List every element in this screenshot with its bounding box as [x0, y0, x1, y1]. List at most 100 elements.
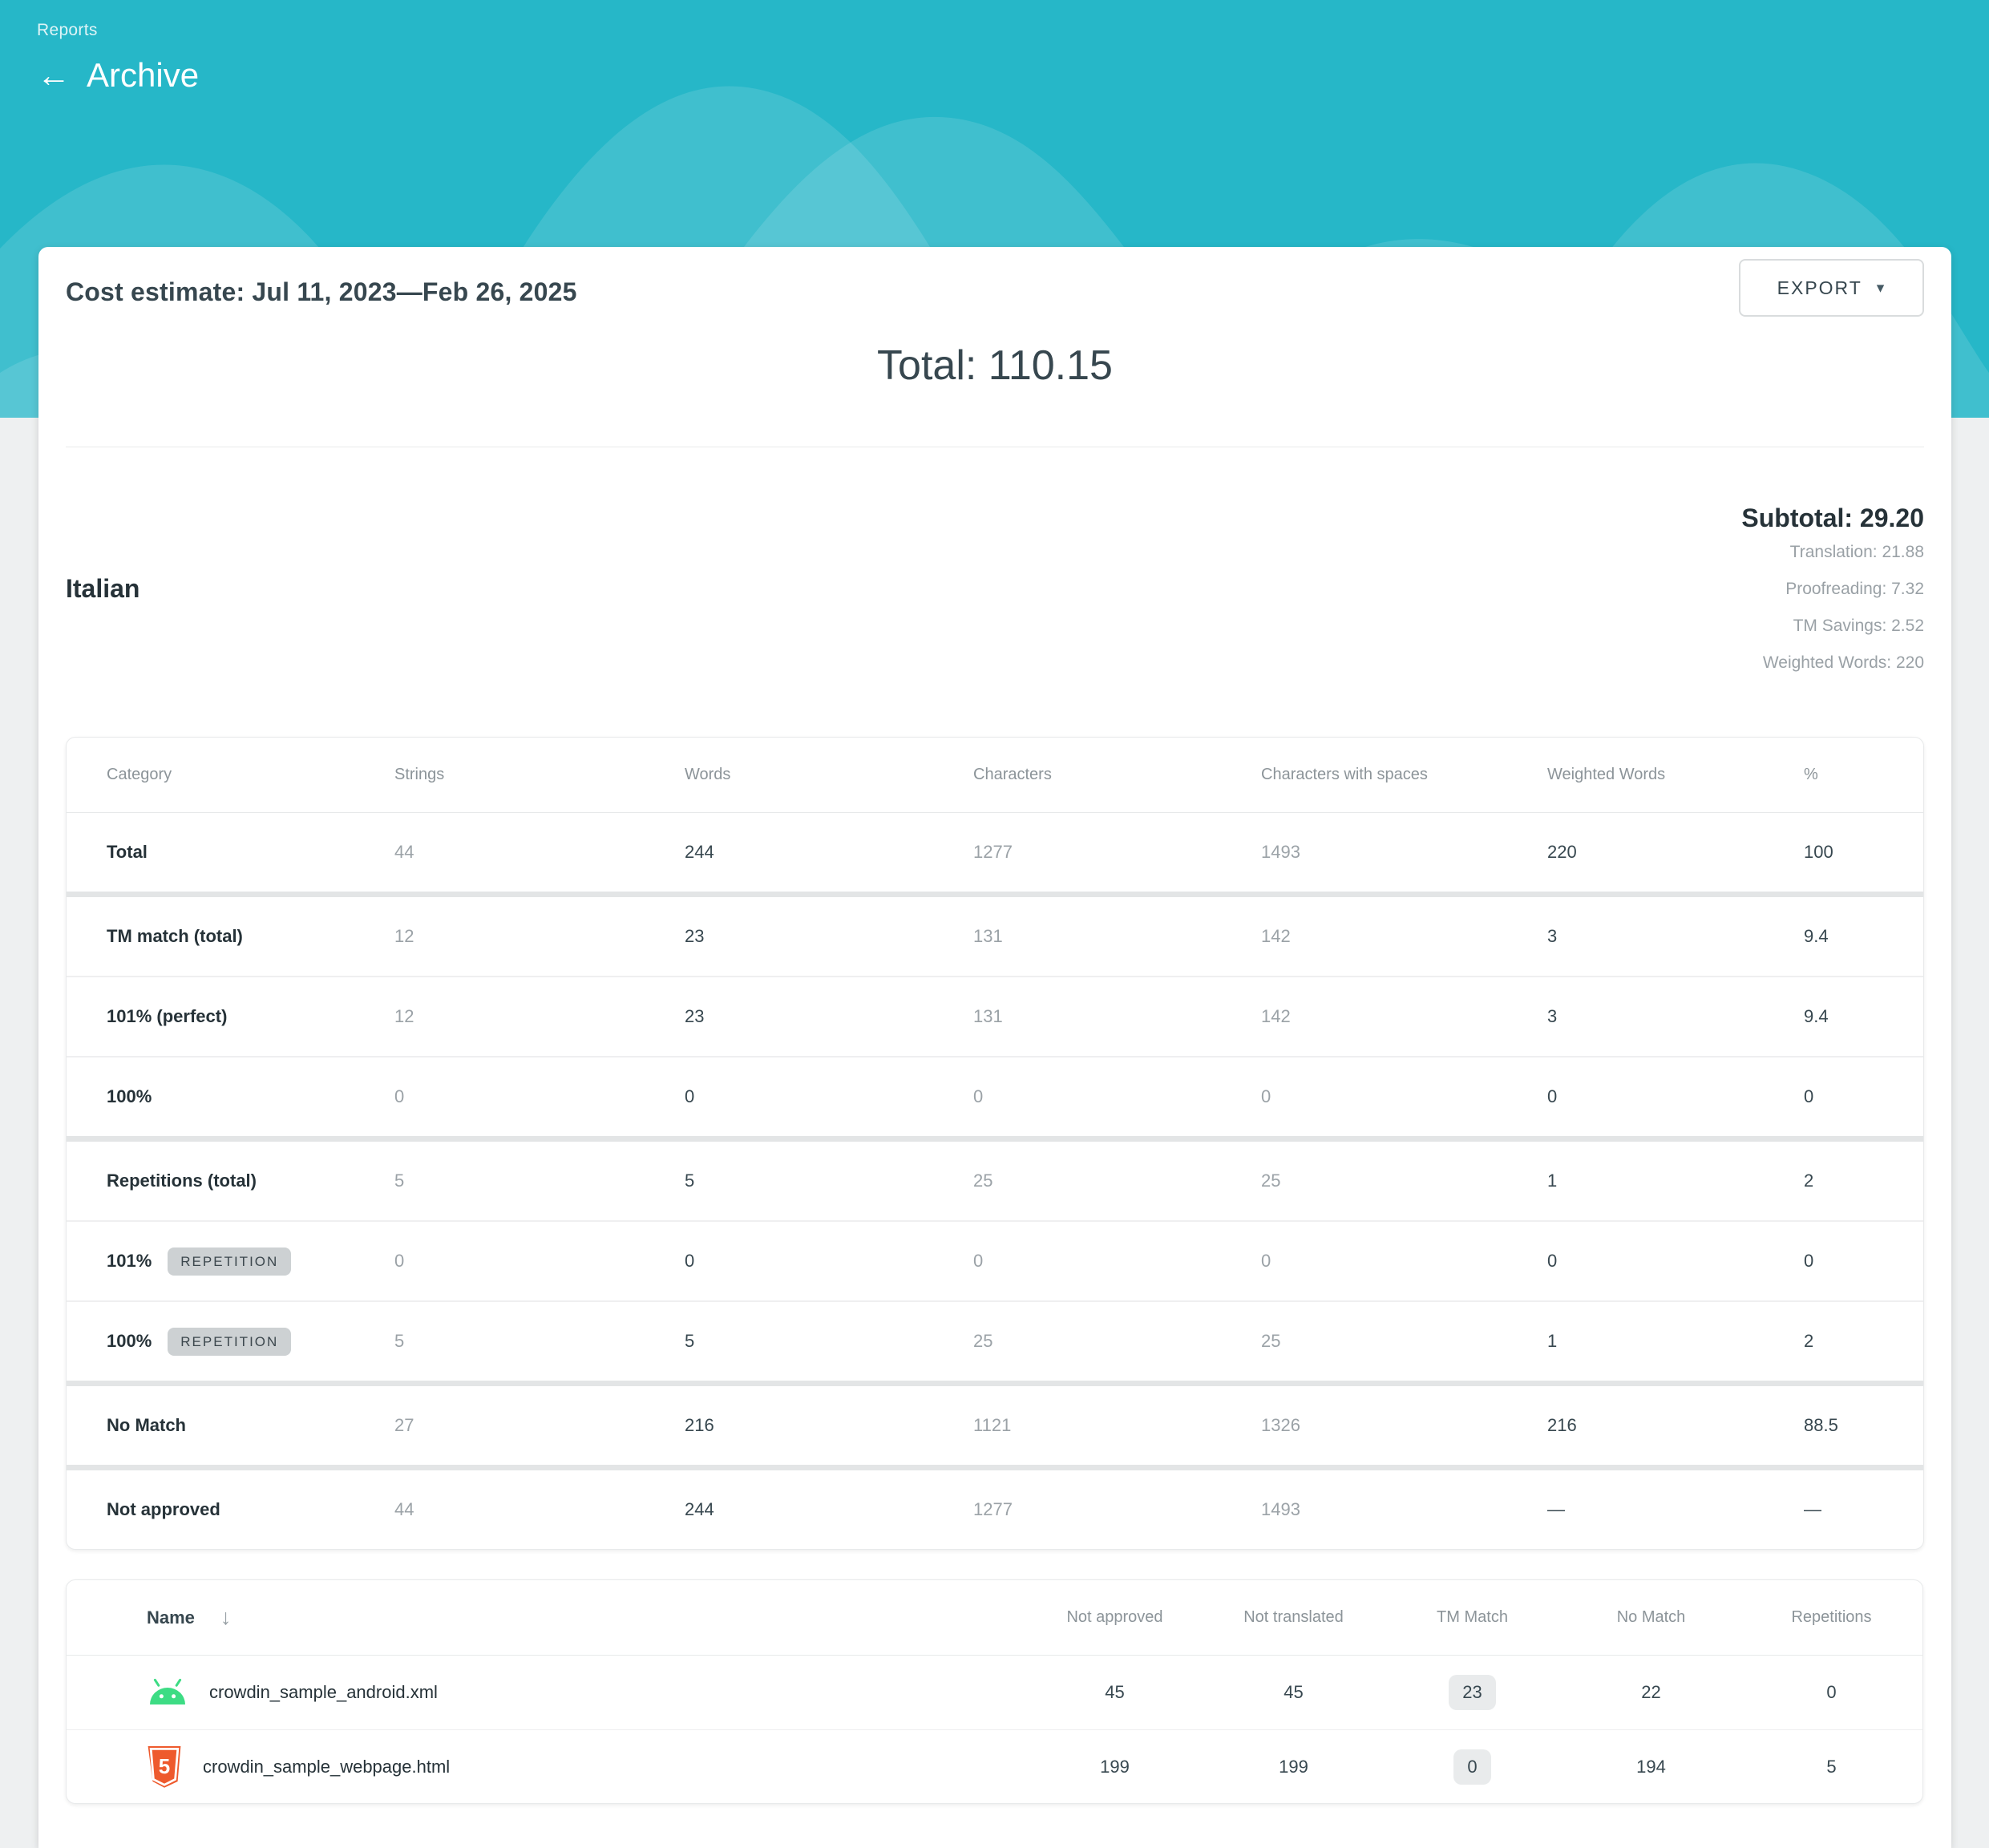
cell-repetitions: 0: [1826, 1682, 1837, 1702]
cell-characters: 1277: [973, 1499, 1013, 1519]
report-card: Cost estimate: Jul 11, 2023—Feb 26, 2025…: [38, 247, 1951, 1848]
cell-characters: 0: [973, 1251, 984, 1271]
android-icon: [147, 1678, 188, 1707]
group-divider: [67, 1136, 1923, 1142]
chevron-down-icon: ▾: [1876, 279, 1886, 297]
repetition-badge: REPETITION: [168, 1247, 292, 1276]
breadcrumb-reports[interactable]: Reports: [37, 21, 98, 39]
table-row: 101% (perfect) 12 23 131 142 3 9.4: [67, 977, 1923, 1056]
cell-weighted-words: —: [1547, 1499, 1565, 1519]
row-label: No Match: [107, 1415, 186, 1435]
row-label: 101% (perfect): [107, 1006, 228, 1026]
file-row: 5 crowdin_sample_webpage.html 199 199 0 …: [67, 1729, 1922, 1803]
cell-strings: 27: [394, 1415, 414, 1435]
cell-words: 244: [685, 842, 714, 862]
back-arrow-icon[interactable]: ←: [37, 56, 71, 94]
col-weighted-words: Weighted Words: [1547, 766, 1666, 783]
row-divider: [67, 1300, 1923, 1302]
cell-weighted-words: 0: [1547, 1251, 1558, 1271]
col-percent: %: [1804, 766, 1818, 783]
table-row: 100% 0 0 0 0 0 0: [67, 1057, 1923, 1136]
cell-repetitions: 5: [1826, 1756, 1837, 1777]
cell-weighted-words: 0: [1547, 1086, 1558, 1106]
cell-weighted-words: 3: [1547, 926, 1558, 946]
file-table: Name ↓ Not approved Not translated TM Ma…: [66, 1579, 1923, 1804]
cell-weighted-words: 1: [1547, 1171, 1558, 1191]
table-row: 100% REPETITION 5 5 25 25 1 2: [67, 1302, 1923, 1381]
subtotal-tm-savings: TM Savings: 2.52: [1793, 617, 1924, 635]
row-divider: [67, 1220, 1923, 1222]
col-name-sortable[interactable]: Name ↓: [67, 1605, 1025, 1630]
cell-strings: 5: [394, 1171, 405, 1191]
cell-strings: 44: [394, 842, 414, 862]
row-label: Total: [107, 842, 148, 862]
cell-percent: 88.5: [1804, 1415, 1838, 1435]
cell-strings: 5: [394, 1331, 405, 1351]
col-category: Category: [107, 766, 172, 783]
cell-strings: 12: [394, 1006, 414, 1026]
cell-not-translated: 45: [1284, 1682, 1304, 1702]
cell-weighted-words: 1: [1547, 1331, 1558, 1351]
file-link[interactable]: 5 crowdin_sample_webpage.html: [67, 1745, 1025, 1789]
row-label: TM match (total): [107, 926, 243, 946]
cell-characters: 131: [973, 1006, 1003, 1026]
cell-strings: 12: [394, 926, 414, 946]
subtotal-weighted-words: Weighted Words: 220: [1762, 653, 1924, 672]
subtotal-proofreading: Proofreading: 7.32: [1785, 580, 1924, 598]
cell-characters-spaces: 1326: [1261, 1415, 1300, 1435]
col-no-match: No Match: [1616, 1608, 1686, 1626]
cell-percent: 9.4: [1804, 1006, 1829, 1026]
repetition-badge: REPETITION: [168, 1327, 292, 1356]
file-name: crowdin_sample_webpage.html: [203, 1756, 451, 1777]
row-label: Repetitions (total): [107, 1171, 257, 1191]
grand-total: Total: 110.15: [877, 342, 1113, 389]
row-label: 100%: [107, 1331, 152, 1351]
col-repetitions: Repetitions: [1791, 1608, 1872, 1626]
cell-words: 244: [685, 1499, 714, 1519]
cell-characters: 25: [973, 1171, 993, 1191]
col-characters: Characters: [973, 766, 1052, 783]
cell-characters-spaces: 142: [1261, 1006, 1291, 1026]
cell-words: 5: [685, 1331, 695, 1351]
cell-characters: 0: [973, 1086, 984, 1106]
col-tm-match: TM Match: [1437, 1608, 1508, 1626]
file-table-header: Name ↓ Not approved Not translated TM Ma…: [67, 1580, 1922, 1656]
cell-characters-spaces: 1493: [1261, 1499, 1300, 1519]
cell-not-approved: 45: [1105, 1682, 1125, 1702]
cell-characters: 25: [973, 1331, 993, 1351]
cell-characters-spaces: 25: [1261, 1171, 1281, 1191]
cell-words: 216: [685, 1415, 714, 1435]
cell-characters: 131: [973, 926, 1003, 946]
tm-match-badge: 23: [1449, 1675, 1496, 1710]
cell-characters-spaces: 142: [1261, 926, 1291, 946]
cell-not-approved: 199: [1100, 1756, 1130, 1777]
tm-match-badge: 0: [1453, 1749, 1491, 1785]
category-table: Category Strings Words Characters Charac…: [66, 737, 1924, 1550]
cell-percent: 0: [1804, 1086, 1814, 1106]
svg-text:5: 5: [159, 1754, 170, 1778]
report-title: Cost estimate: Jul 11, 2023—Feb 26, 2025: [66, 277, 577, 306]
language-name: Italian: [66, 574, 140, 603]
cell-percent: 9.4: [1804, 926, 1829, 946]
cell-weighted-words: 220: [1547, 842, 1577, 862]
cell-percent: 2: [1804, 1331, 1814, 1351]
export-button-label: EXPORT: [1777, 277, 1862, 298]
cell-strings: 0: [394, 1251, 405, 1271]
table-row: 101% REPETITION 0 0 0 0 0 0: [67, 1222, 1923, 1300]
group-divider: [67, 1381, 1923, 1386]
col-characters-spaces: Characters with spaces: [1261, 766, 1428, 783]
file-link[interactable]: crowdin_sample_android.xml: [67, 1678, 1025, 1707]
export-button[interactable]: EXPORT ▾: [1739, 259, 1924, 317]
cell-no-match: 22: [1641, 1682, 1661, 1702]
col-not-approved: Not approved: [1066, 1608, 1163, 1626]
cell-words: 23: [685, 926, 705, 946]
cell-no-match: 194: [1636, 1756, 1666, 1777]
row-label: 101%: [107, 1251, 152, 1271]
col-name-label: Name: [147, 1607, 195, 1628]
category-table-header: Category Strings Words Characters Charac…: [67, 738, 1923, 813]
col-strings: Strings: [394, 766, 445, 783]
page-title: Archive: [87, 56, 200, 94]
row-label: Not approved: [107, 1499, 220, 1519]
cell-percent: —: [1804, 1499, 1821, 1519]
cell-strings: 44: [394, 1499, 414, 1519]
